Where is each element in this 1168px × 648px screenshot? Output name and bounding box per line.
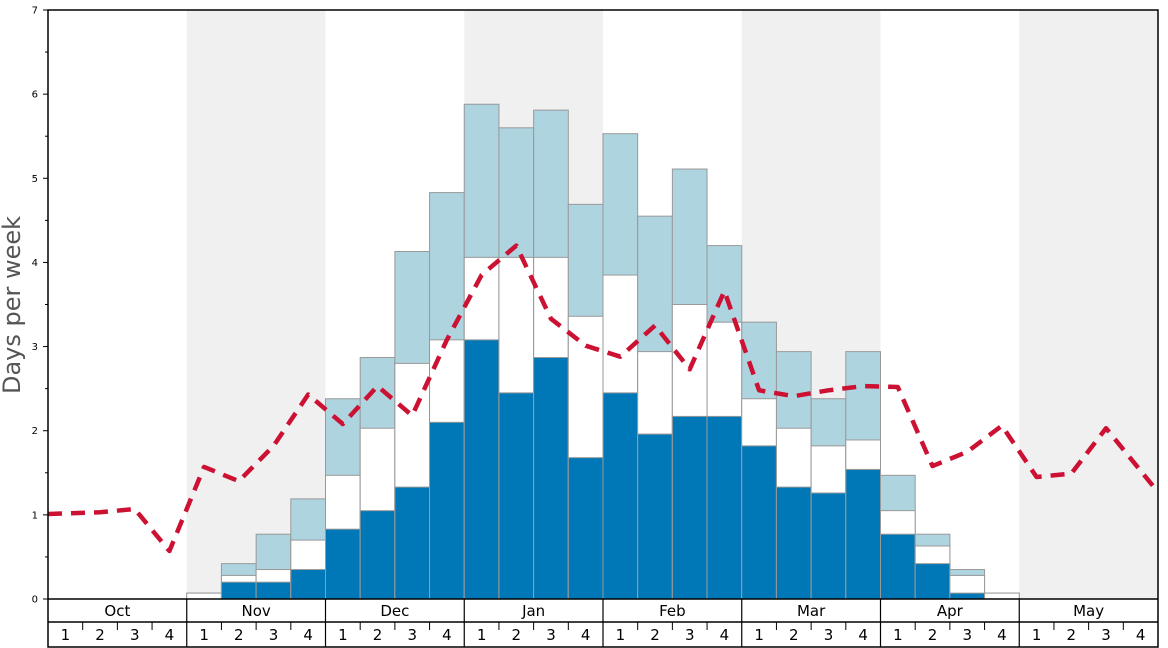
bar-dark-20 xyxy=(706,415,743,600)
bar-dark-25 xyxy=(880,533,916,600)
week-label-25: 1 xyxy=(893,626,903,644)
week-label-28: 4 xyxy=(997,626,1007,644)
week-label-4: 4 xyxy=(165,626,175,644)
y-tick-label-6: 6 xyxy=(32,90,38,101)
y-tick-label-1: 1 xyxy=(32,510,38,521)
bar-dark-23 xyxy=(810,492,847,600)
bar-dark-16 xyxy=(567,457,604,600)
axes-layer: 0 1 2 3 4 5 6 7 Oct Nov Dec Jan Feb Mar Apr May 1 2 3 4 1 2 3 4… xyxy=(32,6,1159,648)
y-tick-label-2: 2 xyxy=(32,426,38,437)
week-label-15: 3 xyxy=(546,626,556,644)
week-label-1: 1 xyxy=(61,626,71,644)
bar-dark-27 xyxy=(949,592,986,600)
month-label-feb: Feb xyxy=(659,602,686,620)
week-label-31: 3 xyxy=(1101,626,1111,644)
week-label-26: 2 xyxy=(928,626,938,644)
bar-mid-28 xyxy=(984,592,1020,600)
bar-mid-5 xyxy=(186,592,222,600)
y-tick-label-7: 7 xyxy=(32,6,38,17)
week-label-3: 3 xyxy=(130,626,140,644)
week-label-7: 3 xyxy=(269,626,279,644)
week-label-23: 3 xyxy=(824,626,834,644)
bar-dark-17 xyxy=(602,392,639,600)
y-tick-label-3: 3 xyxy=(32,342,38,353)
bar-dark-15 xyxy=(533,357,569,600)
bar-dark-12 xyxy=(429,421,465,600)
bar-dark-14 xyxy=(498,392,535,600)
week-label-27: 3 xyxy=(962,626,972,644)
bar-dark-9 xyxy=(325,528,361,600)
month-label-dec: Dec xyxy=(380,602,409,620)
week-label-21: 1 xyxy=(754,626,764,644)
bar-dark-26 xyxy=(914,563,951,600)
bar-dark-11 xyxy=(394,486,431,600)
month-label-apr: Apr xyxy=(937,602,964,620)
month-label-oct: Oct xyxy=(104,602,130,620)
trend-line-layer xyxy=(47,243,1160,554)
week-label-2: 2 xyxy=(95,626,105,644)
bar-dark-18 xyxy=(637,433,673,600)
y-tick-label-0: 0 xyxy=(32,595,38,606)
week-label-17: 1 xyxy=(616,626,626,644)
shade-band-may xyxy=(1019,10,1158,599)
trend-line xyxy=(47,243,1160,554)
bar-dark-22 xyxy=(775,486,812,600)
y-axis-title: Days per week xyxy=(0,216,26,394)
month-label-nov: Nov xyxy=(241,602,270,620)
week-label-5: 1 xyxy=(199,626,209,644)
week-label-13: 1 xyxy=(477,626,487,644)
bar-dark-24 xyxy=(845,468,881,600)
week-label-12: 4 xyxy=(442,626,452,644)
week-label-24: 4 xyxy=(858,626,868,644)
bar-dark-19 xyxy=(671,415,708,600)
month-label-jan: Jan xyxy=(521,602,545,620)
month-label-may: May xyxy=(1073,602,1104,620)
week-label-6: 2 xyxy=(234,626,244,644)
week-label-10: 2 xyxy=(373,626,383,644)
week-label-20: 4 xyxy=(720,626,730,644)
y-tick-label-5: 5 xyxy=(32,174,38,185)
week-label-8: 4 xyxy=(303,626,313,644)
week-label-14: 2 xyxy=(512,626,522,644)
bar-dark-13 xyxy=(463,339,500,600)
week-label-9: 1 xyxy=(338,626,348,644)
week-label-29: 1 xyxy=(1032,626,1042,644)
bar-dark-7 xyxy=(255,581,292,600)
week-label-32: 4 xyxy=(1136,626,1146,644)
bar-dark-21 xyxy=(741,445,777,600)
week-label-11: 3 xyxy=(407,626,417,644)
bar-dark-6 xyxy=(220,581,257,600)
bar-dark-8 xyxy=(290,569,326,600)
week-label-19: 3 xyxy=(685,626,695,644)
month-label-mar: Mar xyxy=(797,602,826,620)
week-label-30: 2 xyxy=(1067,626,1077,644)
bar-dark-10 xyxy=(359,510,396,600)
week-label-16: 4 xyxy=(581,626,591,644)
y-tick-label-4: 4 xyxy=(32,258,38,269)
week-label-18: 2 xyxy=(650,626,660,644)
week-label-22: 2 xyxy=(789,626,799,644)
